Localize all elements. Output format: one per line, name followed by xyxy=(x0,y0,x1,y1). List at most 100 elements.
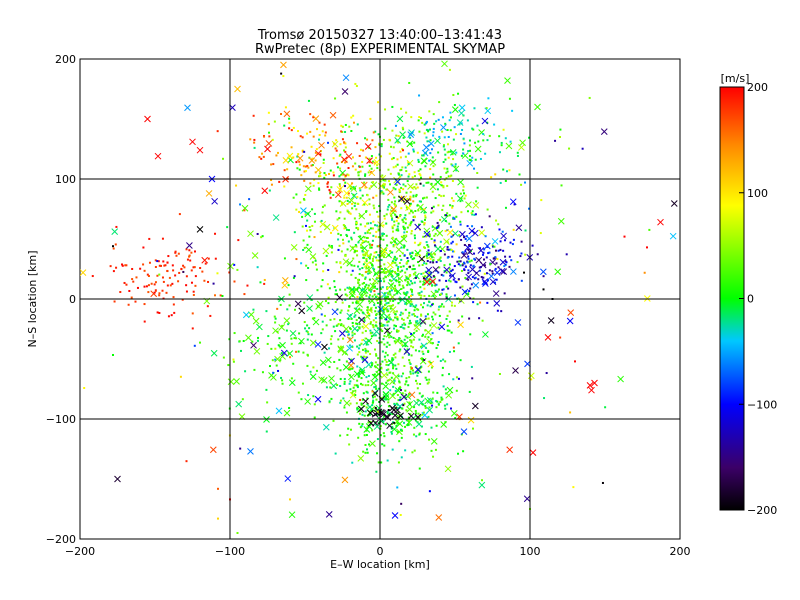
scatter-dot xyxy=(333,142,336,145)
scatter-dot xyxy=(280,352,283,355)
scatter-cross xyxy=(440,421,448,428)
scatter-dot xyxy=(399,215,402,218)
scatter-dot xyxy=(353,231,356,234)
scatter-dot xyxy=(312,135,315,138)
scatter-dot xyxy=(172,296,175,299)
scatter-dot xyxy=(486,139,489,142)
scatter-dot xyxy=(186,258,189,261)
scatter-dot xyxy=(446,329,449,332)
scatter-dot xyxy=(112,353,115,356)
scatter-dot xyxy=(494,173,497,176)
scatter-dot xyxy=(367,312,370,315)
scatter-dot xyxy=(463,244,466,247)
scatter-dot xyxy=(344,298,347,301)
scatter-cross xyxy=(400,235,408,243)
scatter-dot xyxy=(404,218,407,221)
scatter-dot xyxy=(295,161,298,164)
scatter-dot xyxy=(373,161,376,164)
scatter-cross xyxy=(296,154,304,162)
scatter-dot xyxy=(361,423,364,426)
scatter-cross xyxy=(278,324,286,331)
scatter-dot xyxy=(376,452,379,455)
scatter-cross xyxy=(443,266,451,274)
scatter-cross xyxy=(425,271,433,279)
scatter-dot xyxy=(400,174,403,177)
scatter-dot xyxy=(415,183,418,186)
scatter-dot xyxy=(399,314,402,317)
scatter-dot xyxy=(365,429,368,432)
scatter-dot xyxy=(396,292,399,295)
scatter-dot xyxy=(408,296,411,299)
scatter-dot xyxy=(412,219,415,222)
scatter-dot xyxy=(471,210,474,213)
scatter-dot xyxy=(380,341,383,344)
scatter-dot xyxy=(382,192,385,195)
scatter-dot xyxy=(380,143,383,146)
scatter-dot xyxy=(367,350,370,353)
scatter-dot xyxy=(399,326,402,329)
scatter-dot xyxy=(335,261,338,264)
scatter-dot xyxy=(348,211,351,214)
scatter-dot xyxy=(430,148,433,151)
scatter-dot xyxy=(407,161,410,164)
scatter-dot xyxy=(417,244,420,247)
scatter-dot xyxy=(159,264,162,267)
scatter-dot xyxy=(455,243,458,246)
scatter-dot xyxy=(396,290,399,293)
scatter-dot xyxy=(365,283,368,286)
scatter-dot xyxy=(502,249,505,252)
scatter-dot xyxy=(485,256,488,259)
scatter-dot xyxy=(452,378,455,381)
scatter-dot xyxy=(463,192,466,195)
scatter-dot xyxy=(306,354,309,357)
scatter-dot xyxy=(409,252,412,255)
scatter-dot xyxy=(471,213,474,216)
y-tick-label: 100 xyxy=(55,173,76,186)
scatter-dot xyxy=(339,187,342,190)
scatter-dot xyxy=(459,220,462,223)
scatter-dot xyxy=(148,261,151,264)
scatter-dot xyxy=(335,139,338,142)
scatter-dot xyxy=(373,386,376,389)
scatter-dot xyxy=(435,424,438,427)
scatter-dot xyxy=(376,327,379,330)
scatter-dot xyxy=(318,188,321,191)
scatter-dot xyxy=(408,403,411,406)
scatter-cross xyxy=(366,403,374,411)
scatter-dot xyxy=(382,338,385,341)
scatter-dot xyxy=(437,288,440,291)
scatter-dot xyxy=(185,460,188,463)
scatter-dot xyxy=(402,136,405,139)
scatter-cross xyxy=(322,247,330,255)
scatter-cross xyxy=(419,318,427,325)
scatter-dot xyxy=(377,357,380,360)
scatter-cross xyxy=(472,201,480,209)
scatter-cross xyxy=(377,182,385,190)
scatter-dot xyxy=(398,381,401,384)
scatter-dot xyxy=(360,289,363,292)
scatter-dot xyxy=(405,277,408,280)
scatter-dot xyxy=(423,246,426,249)
scatter-dot xyxy=(459,200,462,203)
scatter-dot xyxy=(402,198,405,201)
scatter-dot xyxy=(398,280,401,283)
scatter-dot xyxy=(344,181,347,184)
scatter-dot xyxy=(374,310,377,313)
scatter-dot xyxy=(392,365,395,368)
scatter-dot xyxy=(338,244,341,247)
scatter-dot xyxy=(452,94,455,97)
scatter-cross xyxy=(500,268,508,275)
scatter-dot xyxy=(271,138,274,141)
scatter-dot xyxy=(420,294,423,297)
scatter-dot xyxy=(359,299,362,302)
scatter-dot xyxy=(448,350,451,353)
scatter-dot xyxy=(486,208,489,211)
scatter-dot xyxy=(411,258,414,261)
scatter-dot xyxy=(499,181,502,184)
scatter-cross xyxy=(493,269,501,276)
scatter-dot xyxy=(448,267,451,270)
scatter-dot xyxy=(392,392,395,395)
scatter-dot xyxy=(426,274,429,277)
scatter-dot xyxy=(425,262,428,265)
scatter-dot xyxy=(475,200,478,203)
